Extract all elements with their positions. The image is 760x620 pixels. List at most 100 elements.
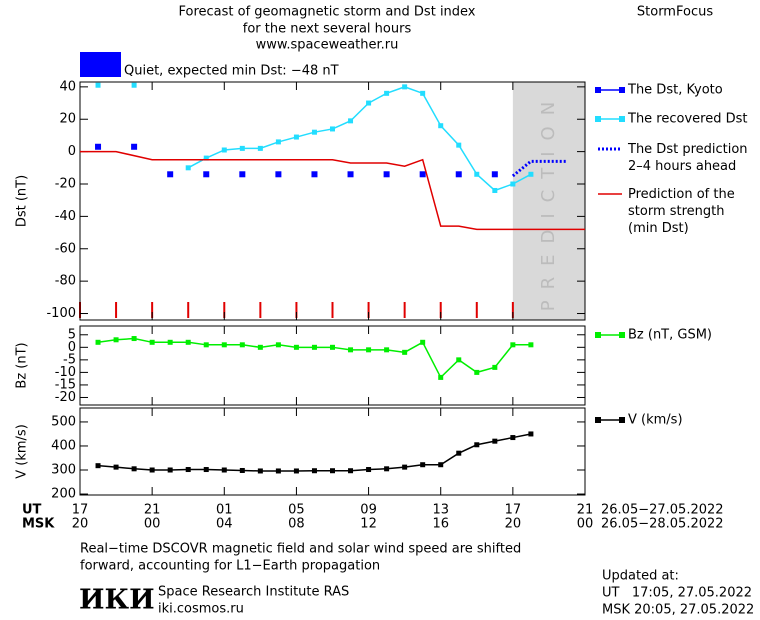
data-point [492, 364, 498, 370]
data-point [239, 342, 245, 348]
data-point [384, 90, 390, 96]
legend-label: V (km/s) [628, 413, 683, 428]
data-point [275, 342, 281, 348]
data-point [330, 468, 335, 474]
data-point [474, 171, 480, 177]
logo: ИКИ [79, 585, 155, 616]
y-axis-label: Dst (nT) [15, 175, 30, 227]
data-point [384, 347, 390, 353]
data-point [330, 344, 335, 350]
data-point [167, 171, 174, 178]
data-point [528, 342, 534, 348]
y-tick-label: 0 [68, 144, 76, 159]
x-tick-label: 04 [216, 517, 233, 532]
legend-marker [619, 87, 625, 93]
data-point [456, 450, 462, 456]
data-point [95, 339, 101, 345]
data-point [474, 442, 480, 448]
institute: Space Research Institute RAS [158, 585, 349, 600]
legend-label: Prediction of the storm strength (min Dst) [628, 187, 735, 236]
legend-marker [595, 87, 601, 93]
x-tick-label: 20 [72, 517, 89, 532]
data-point [185, 467, 191, 473]
data-point [402, 84, 408, 90]
x-tick-label: 12 [360, 517, 377, 532]
data-point [203, 155, 209, 161]
y-tick-label: -60 [55, 241, 76, 256]
x-tick-label: 09 [360, 503, 377, 518]
ut-label: UT [22, 503, 42, 518]
data-point [492, 187, 498, 193]
data-point [293, 468, 299, 474]
data-point [347, 171, 354, 178]
updated-line: Updated at: [602, 569, 679, 584]
data-point [510, 342, 516, 348]
title-line: Forecast of geomagnetic storm and Dst in… [178, 5, 475, 20]
y-tick-label: -20 [55, 177, 76, 192]
data-point [95, 143, 102, 150]
ut-range: 26.05−27.05.2022 [601, 503, 724, 518]
data-point [456, 142, 462, 148]
prediction-zone [512, 82, 585, 320]
data-point [95, 463, 101, 469]
data-point [293, 134, 299, 140]
data-point [257, 344, 263, 350]
x-tick-label: 05 [288, 503, 305, 518]
y-tick-label: 400 [51, 438, 76, 453]
data-point [149, 467, 155, 473]
x-tick-label: 00 [144, 517, 161, 532]
y-tick-label: 300 [51, 463, 76, 478]
data-point [474, 369, 480, 375]
data-point [185, 339, 191, 345]
y-tick-label: -20 [55, 390, 76, 405]
data-point [275, 171, 282, 178]
data-point [203, 467, 209, 473]
data-point [275, 139, 281, 145]
msk-label: MSK [22, 517, 55, 532]
data-point [402, 349, 408, 355]
data-point [492, 438, 498, 444]
legend-marker [595, 417, 601, 423]
x-tick-label: 01 [216, 503, 233, 518]
data-point [438, 462, 444, 468]
data-point [419, 171, 426, 178]
data-point [167, 467, 173, 473]
y-tick-label: -100 [46, 306, 76, 321]
data-point [366, 347, 372, 353]
data-point [455, 171, 462, 178]
legend-label: The Dst prediction 2–4 hours ahead [627, 142, 748, 174]
series-line [80, 150, 585, 231]
data-point [348, 118, 354, 124]
series-line [97, 337, 531, 379]
data-point [420, 339, 426, 345]
data-point [420, 462, 426, 468]
data-point [330, 126, 335, 132]
data-point [402, 464, 408, 470]
data-point [239, 467, 245, 473]
y-tick-label: 5 [68, 327, 76, 342]
legend-marker [595, 116, 601, 122]
title-line: for the next several hours [243, 22, 412, 37]
data-point [221, 467, 227, 473]
data-point [456, 357, 462, 363]
plot-frame [79, 407, 586, 496]
data-point [438, 123, 444, 129]
data-point [311, 344, 317, 350]
legend-marker [619, 417, 625, 423]
data-point [203, 342, 209, 348]
data-point [131, 466, 137, 472]
data-point [348, 468, 354, 474]
data-point [185, 165, 191, 171]
data-point [113, 337, 119, 343]
data-point [510, 181, 516, 187]
x-tick-label: 21 [144, 503, 161, 518]
plot-frame [79, 81, 586, 321]
data-point [366, 100, 372, 106]
data-point [275, 468, 281, 474]
site: iki.cosmos.ru [158, 602, 244, 617]
y-tick-label: -40 [55, 209, 76, 224]
y-tick-label: -5 [63, 352, 76, 367]
series-line [511, 159, 567, 178]
legend-label: Bz (nT, GSM) [628, 328, 712, 343]
note-line: forward, accounting for L1−Earth propaga… [80, 559, 380, 574]
